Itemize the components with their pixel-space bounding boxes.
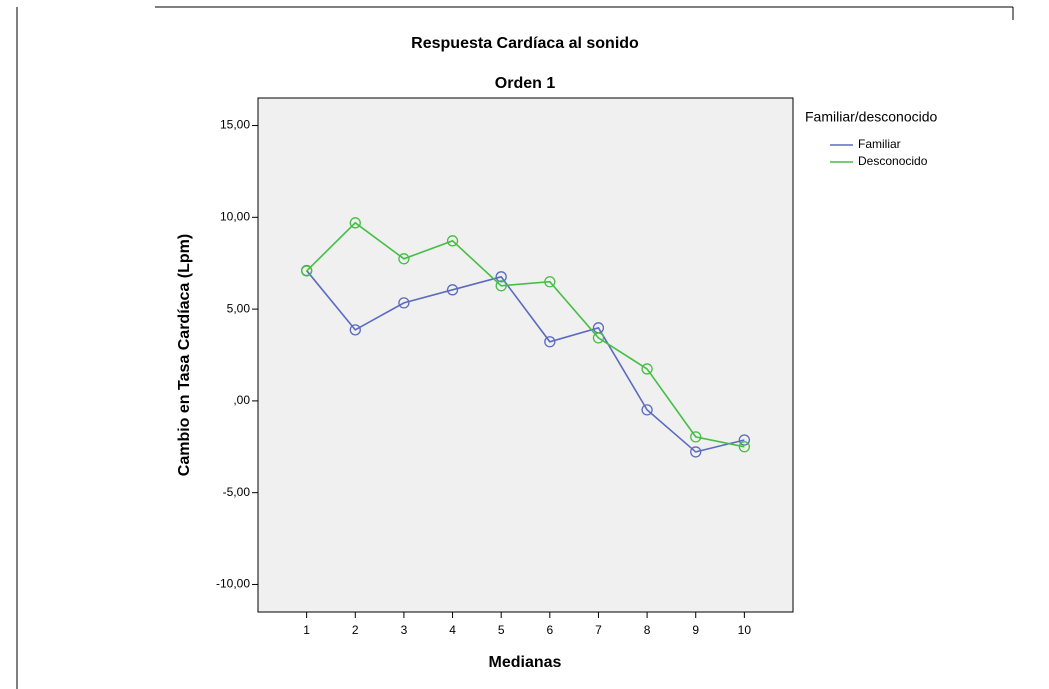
point-marker [641,404,653,416]
point-marker [495,280,507,292]
point-marker [446,284,459,296]
point-marker [349,324,361,336]
x-tick-label: 10 [738,623,752,637]
legend-label: Desconocido [858,154,928,168]
y-axis-label: Cambio en Tasa Cardíaca (Lpm) [176,234,193,476]
legend-title: Familiar/desconocido [805,109,937,125]
x-tick-label: 7 [595,623,602,637]
y-tick-label: 5,00 [227,301,251,315]
point-marker [738,434,751,446]
x-tick-label: 2 [352,623,359,637]
x-tick-label: 9 [692,623,699,637]
y-tick-label: 15,00 [220,118,250,132]
y-tick-label: 10,00 [220,209,250,223]
x-tick-label: 1 [303,623,310,637]
x-tick-label: 5 [498,623,505,637]
y-tick-label: -5,00 [223,485,251,499]
chart-title: Respuesta Cardíaca al sonido [411,35,639,52]
point-marker [738,441,751,453]
x-tick-label: 8 [644,623,651,637]
point-marker [544,276,556,288]
point-marker [398,253,410,265]
x-tick-label: 3 [401,623,408,637]
chart-subtitle: Orden 1 [495,75,556,92]
x-tick-label: 6 [546,623,553,637]
point-marker [495,271,507,283]
point-marker [641,363,653,375]
x-axis-label: Medianas [489,654,562,671]
point-marker [398,297,410,309]
plot-area [257,97,794,613]
y-tick-label: ,00 [233,393,250,407]
series-line [306,270,745,453]
x-tick-label: 4 [449,623,456,637]
y-tick-label: -10,00 [216,577,250,591]
point-marker [690,431,702,443]
point-marker [446,235,459,247]
legend-label: Familiar [858,137,901,151]
point-marker [300,265,313,277]
point-marker [690,446,702,458]
point-marker [592,332,605,344]
series-line [306,221,745,448]
point-marker [349,217,361,229]
point-marker [544,336,556,348]
